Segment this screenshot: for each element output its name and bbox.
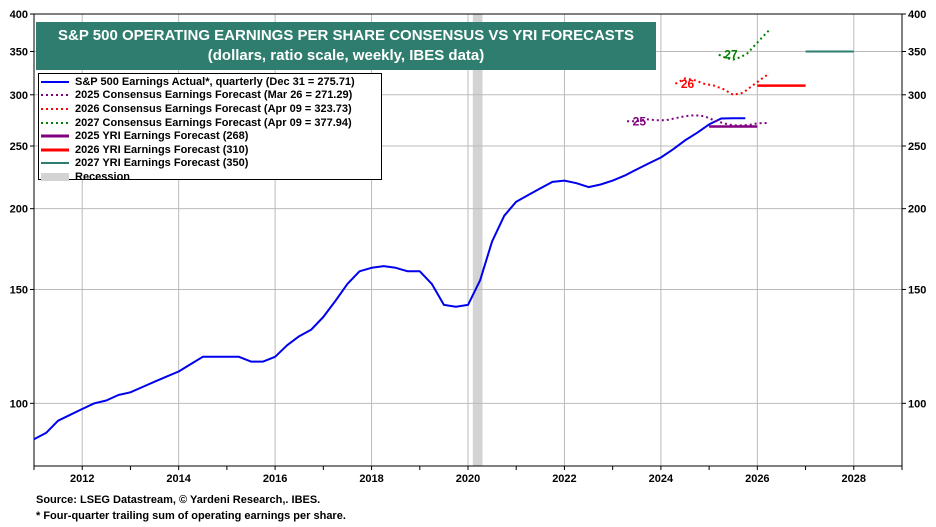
legend-swatch <box>41 91 69 99</box>
x-tick-label: 2024 <box>649 473 674 485</box>
y-tick-label-right: 100 <box>908 398 926 410</box>
y-tick-label: 200 <box>10 204 28 216</box>
legend-label: 2025 YRI Earnings Forecast (268) <box>75 130 249 143</box>
chart-title-box: S&P 500 OPERATING EARNINGS PER SHARE CON… <box>36 22 656 70</box>
legend-swatch <box>41 146 69 154</box>
series-line-2 <box>674 72 770 96</box>
chart-title: S&P 500 OPERATING EARNINGS PER SHARE CON… <box>58 27 634 44</box>
y-tick-label-right: 400 <box>908 9 926 21</box>
chart-subtitle: (dollars, ratio scale, weekly, IBES data… <box>207 47 485 64</box>
legend-item: 2027 Consensus Earnings Forecast (Apr 09… <box>41 116 381 130</box>
legend-swatch <box>41 172 69 181</box>
legend-swatch <box>41 119 69 127</box>
series-line-1 <box>627 114 768 127</box>
y-tick-label: 300 <box>10 90 28 102</box>
y-tick-label: 100 <box>10 398 28 410</box>
y-tick-label-right: 250 <box>908 141 926 153</box>
series-annotation: 25 <box>633 114 647 128</box>
legend-item: 2027 YRI Earnings Forecast (350) <box>41 157 381 171</box>
x-tick-label: 2026 <box>745 473 769 485</box>
series-annotation: 26 <box>681 77 695 91</box>
series-line-3 <box>718 29 771 61</box>
chart-legend: S&P 500 Earnings Actual*, quarterly (Dec… <box>38 73 382 183</box>
y-tick-label: 150 <box>10 284 28 296</box>
x-tick-label: 2016 <box>263 473 287 485</box>
legend-label: Recession <box>75 170 131 183</box>
y-tick-label: 400 <box>10 9 28 21</box>
legend-swatch <box>41 132 69 140</box>
legend-item: Recession <box>41 170 381 184</box>
legend-item: 2026 Consensus Earnings Forecast (Apr 09… <box>41 102 381 116</box>
legend-label: 2027 Consensus Earnings Forecast (Apr 09… <box>75 116 352 129</box>
y-tick-label: 250 <box>10 141 28 153</box>
y-tick-label-right: 150 <box>908 284 926 296</box>
legend-label: 2026 Consensus Earnings Forecast (Apr 09… <box>75 102 352 115</box>
legend-swatch <box>41 159 69 167</box>
y-tick-label: 350 <box>10 47 28 59</box>
legend-item: S&P 500 Earnings Actual*, quarterly (Dec… <box>41 75 381 89</box>
y-tick-label-right: 300 <box>908 90 926 102</box>
series-line-0 <box>33 117 746 441</box>
legend-label: S&P 500 Earnings Actual*, quarterly (Dec… <box>75 75 355 88</box>
x-tick-label: 2022 <box>552 473 576 485</box>
x-tick-label: 2014 <box>166 473 191 485</box>
x-tick-label: 2028 <box>842 473 866 485</box>
source-note: Source: LSEG Datastream, © Yardeni Resea… <box>36 494 321 506</box>
legend-swatch <box>41 105 69 113</box>
legend-item: 2025 YRI Earnings Forecast (268) <box>41 129 381 143</box>
footnote: * Four-quarter trailing sum of operating… <box>36 510 346 522</box>
legend-item: 2025 Consensus Earnings Forecast (Mar 26… <box>41 89 381 103</box>
legend-label: 2027 YRI Earnings Forecast (350) <box>75 157 249 170</box>
y-tick-label-right: 350 <box>908 47 926 59</box>
legend-label: 2026 YRI Earnings Forecast (310) <box>75 143 249 156</box>
legend-item: 2026 YRI Earnings Forecast (310) <box>41 143 381 157</box>
x-tick-label: 2018 <box>359 473 383 485</box>
plot-frame <box>33 13 903 467</box>
x-tick-label: 2020 <box>456 473 480 485</box>
recession-band <box>472 14 483 466</box>
legend-swatch <box>41 78 69 86</box>
x-tick-label: 2012 <box>70 473 94 485</box>
series-annotation: 27 <box>724 48 738 62</box>
y-tick-label-right: 200 <box>908 204 926 216</box>
legend-label: 2025 Consensus Earnings Forecast (Mar 26… <box>75 89 353 102</box>
